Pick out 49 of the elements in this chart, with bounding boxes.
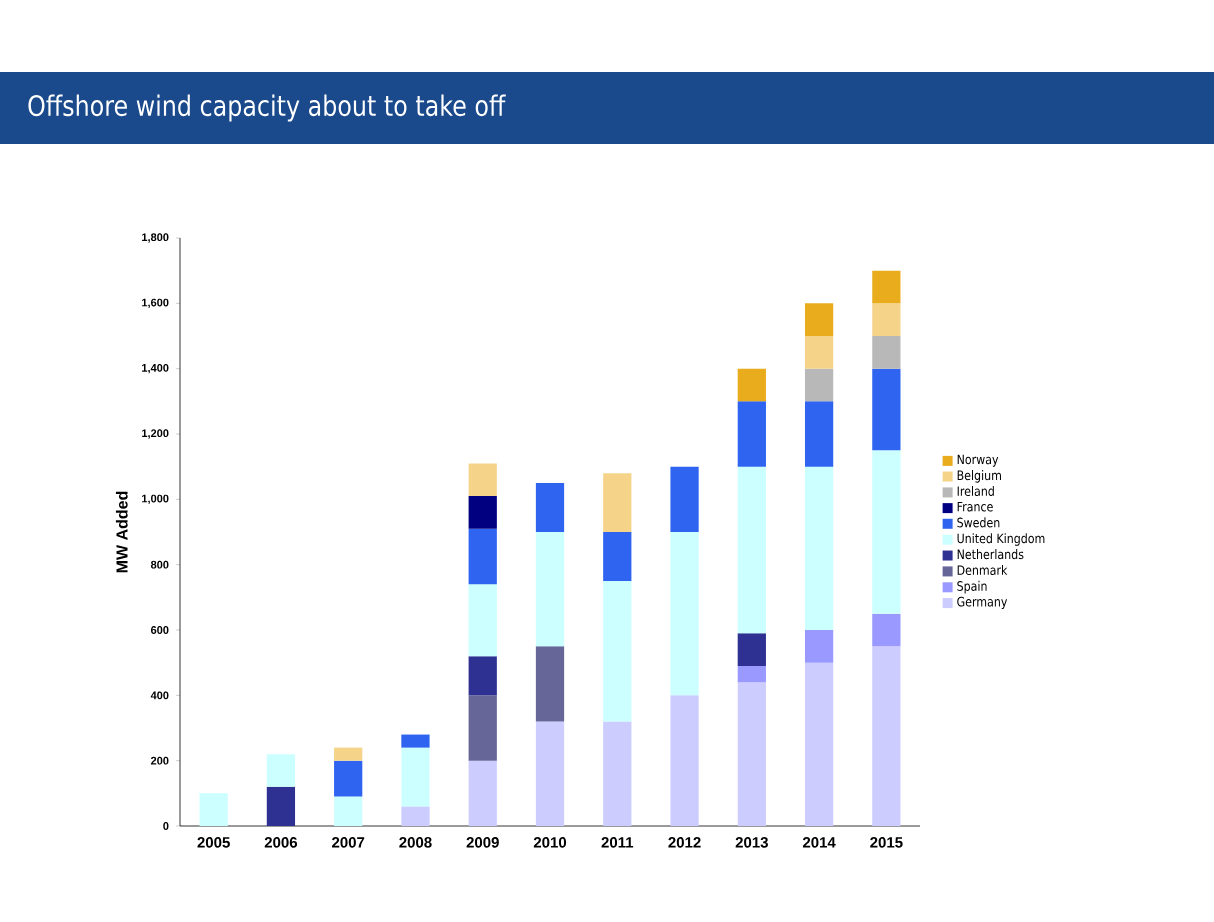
bar [872,336,901,369]
bar [804,662,834,827]
bar [468,584,497,657]
bar [603,473,632,533]
bar [737,401,766,467]
bar [603,721,632,827]
bar [199,793,228,827]
bar [603,581,632,722]
bar [737,682,766,827]
bar [804,630,834,663]
bar [468,463,497,497]
bar [468,528,497,585]
bar [737,368,766,402]
bar [334,760,363,797]
bar [872,646,901,827]
bar [468,496,497,529]
bar [535,646,565,722]
bar [670,466,699,533]
bar [603,532,632,582]
bar [401,806,430,827]
bar [804,466,834,631]
bar [266,754,296,787]
bar [535,483,565,533]
bar [872,303,901,337]
bar [872,613,901,647]
bar [401,747,430,807]
bar [535,532,565,647]
chart-title: Offshore wind capacity about to take off [28,94,506,122]
bar [804,303,834,337]
y-axis-title: MW Added [115,491,128,573]
bar [737,665,766,683]
bar [468,656,497,696]
bar [872,450,901,614]
bar [535,721,565,827]
bar [804,336,834,369]
bar [670,695,699,827]
bar [401,734,430,748]
bar [737,633,766,666]
bar [872,270,901,304]
bar [804,368,834,402]
bar [334,796,363,827]
bar [872,368,901,451]
bar [468,760,497,827]
bar [670,532,699,696]
bar [804,401,834,467]
bar [737,466,766,634]
bar [266,786,296,827]
bar [334,747,363,761]
bar [468,695,497,761]
